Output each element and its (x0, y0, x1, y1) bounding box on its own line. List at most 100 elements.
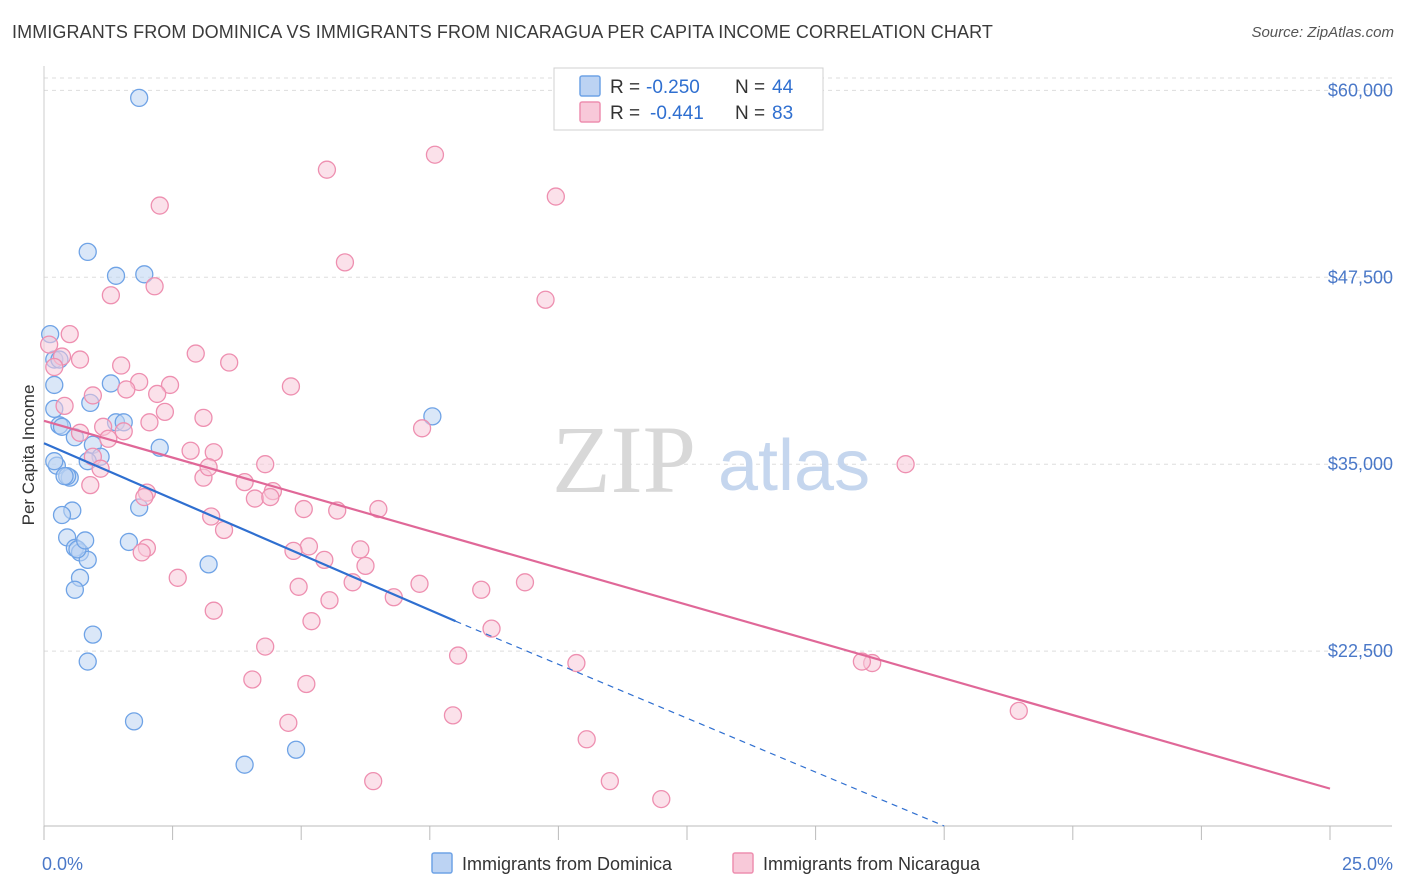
point-nicaragua (852, 652, 872, 671)
point-nicaragua (220, 353, 239, 372)
point-nicaragua (448, 646, 468, 665)
point-dominica (423, 407, 442, 426)
point-nicaragua (243, 670, 262, 689)
source-label: Source: ZipAtlas.com (1251, 24, 1394, 41)
point-nicaragua (577, 730, 596, 749)
legend-swatch-dominica (579, 75, 601, 97)
point-nicaragua (1009, 701, 1028, 721)
point-nicaragua (186, 344, 205, 363)
point-nicaragua (145, 277, 164, 296)
x-tick-label: 0.0% (42, 854, 83, 874)
point-nicaragua (536, 290, 555, 309)
y-tick-label: $35,000 (1328, 454, 1393, 474)
point-nicaragua (315, 550, 334, 570)
point-nicaragua (140, 413, 159, 432)
legend-swatch-nicaragua (579, 101, 601, 123)
point-nicaragua (425, 145, 445, 164)
point-nicaragua (245, 489, 265, 508)
point-nicaragua (289, 577, 308, 596)
point-dominica (135, 265, 154, 284)
point-nicaragua (194, 408, 213, 427)
point-nicaragua (600, 771, 619, 791)
point-dominica (52, 505, 72, 525)
chart-title: IMMIGRANTS FROM DOMINICA VS IMMIGRANTS F… (12, 22, 993, 42)
point-dominica (101, 374, 121, 393)
point-nicaragua (281, 377, 301, 396)
point-dominica (78, 242, 97, 262)
point-nicaragua (482, 619, 501, 638)
trend-line-nicaragua (43, 419, 1331, 790)
point-nicaragua (652, 789, 671, 809)
legend-n-nicaragua: 83 (772, 103, 793, 124)
point-nicaragua (515, 573, 535, 592)
point-nicaragua (81, 475, 100, 495)
point-nicaragua (364, 771, 383, 791)
legend-n-dominica: 44 (772, 77, 794, 98)
point-dominica (65, 580, 85, 599)
point-nicaragua (70, 350, 90, 369)
point-nicaragua (256, 637, 275, 656)
point-dominica (130, 88, 149, 108)
point-nicaragua (204, 601, 223, 620)
point-nicaragua (896, 455, 915, 474)
point-nicaragua (45, 357, 64, 377)
trend-line-dominica (43, 442, 456, 623)
y-tick-label: $22,500 (1328, 641, 1393, 661)
point-dominica (124, 712, 144, 731)
point-dominica (286, 740, 306, 759)
point-dominica (45, 375, 64, 395)
legend-n-label-dominica: N = (735, 77, 765, 98)
point-nicaragua (351, 540, 370, 559)
point-dominica (106, 266, 126, 285)
point-nicaragua (279, 713, 298, 732)
point-nicaragua (150, 196, 169, 215)
y-axis-title: Per Capita Income (19, 385, 38, 526)
point-dominica (55, 467, 74, 486)
point-nicaragua (148, 384, 167, 404)
point-nicaragua (546, 187, 565, 206)
trend-line-dominica-extension (455, 620, 945, 827)
point-nicaragua (181, 441, 200, 460)
point-nicaragua (101, 286, 121, 305)
legend-r-dominica: -0.250 (646, 77, 700, 98)
point-nicaragua (410, 574, 429, 593)
point-nicaragua (168, 568, 187, 587)
legend-r-nicaragua: -0.441 (650, 103, 704, 124)
bottom-legend-dominica: Immigrants from Dominica (462, 854, 673, 874)
point-nicaragua (317, 160, 337, 179)
trend-lines (43, 419, 1331, 827)
point-nicaragua (356, 556, 375, 576)
point-dominica (235, 755, 254, 774)
point-nicaragua (299, 537, 319, 556)
point-nicaragua (135, 487, 154, 507)
tick-labels: $22,500 $35,000 $47,500 $60,000 0.0% 25.0% (42, 80, 1393, 874)
point-nicaragua (472, 580, 491, 599)
point-nicaragua (55, 396, 74, 416)
bottom-legend: Immigrants from Dominica Immigrants from… (431, 852, 981, 874)
top-legend: R = -0.250 N = 44 R = -0.441 N = 83 (553, 67, 824, 131)
point-nicaragua (117, 380, 136, 399)
y-tick-label: $47,500 (1328, 267, 1393, 287)
point-nicaragua (302, 612, 321, 631)
point-dominica (199, 555, 218, 574)
bottom-legend-swatch-dominica (431, 852, 453, 874)
point-nicaragua (567, 653, 586, 673)
x-tick-label: 25.0% (1342, 854, 1393, 874)
point-nicaragua (261, 487, 280, 507)
axes (43, 66, 1392, 840)
point-nicaragua (155, 402, 175, 422)
legend-r-label-dominica: R = (610, 77, 640, 98)
point-nicaragua (412, 419, 432, 438)
point-nicaragua (256, 455, 275, 474)
point-nicaragua (60, 324, 79, 344)
point-nicaragua (335, 253, 355, 272)
point-dominica (78, 652, 97, 671)
watermark-zip: ZIP (552, 406, 696, 513)
bottom-legend-nicaragua: Immigrants from Nicaragua (763, 854, 981, 874)
point-dominica (45, 452, 64, 471)
point-nicaragua (112, 356, 131, 375)
point-nicaragua (114, 422, 133, 441)
y-tick-label: $60,000 (1328, 80, 1393, 100)
point-nicaragua (132, 543, 151, 562)
